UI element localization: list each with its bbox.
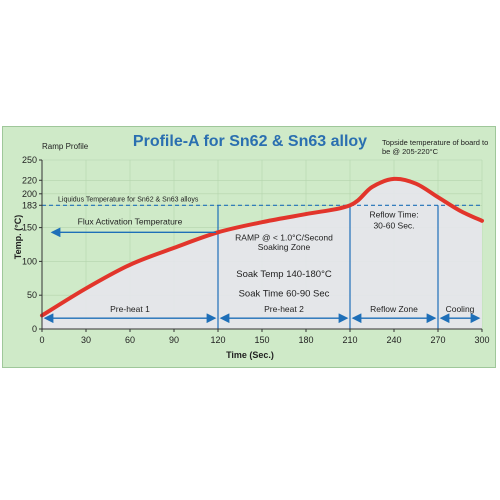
x-tick-label: 270	[430, 335, 445, 345]
soak-temp-label: Soak Temp 140-180°C	[236, 269, 332, 280]
ramp-profile-label: Ramp Profile	[42, 142, 89, 151]
y-tick-label: 183	[22, 200, 37, 210]
x-tick-label: 180	[298, 335, 313, 345]
y-tick-label: 50	[27, 290, 37, 300]
curve-area	[42, 178, 482, 329]
x-tick-label: 90	[169, 335, 179, 345]
x-axis-label: Time (Sec.)	[226, 350, 274, 360]
ramp-label: RAMP @ < 1.0°C/Second	[235, 232, 333, 242]
x-tick-label: 30	[81, 335, 91, 345]
reflow-time-label: Reflow Time:	[369, 209, 418, 219]
flux-label: Flux Activation Temperature	[78, 216, 183, 226]
y-tick-label: 220	[22, 175, 37, 185]
reflow-duration-label: 30-60 Sec.	[373, 220, 414, 230]
soak-time-label: Soak Time 60-90 Sec	[239, 289, 330, 300]
y-tick-label: 150	[22, 223, 37, 233]
liquidus-label: Liquidus Temperature for Sn62 & Sn63 all…	[58, 196, 199, 203]
x-tick-label: 60	[125, 335, 135, 345]
y-tick-label: 250	[22, 155, 37, 165]
zone-label: Reflow Zone	[370, 304, 418, 314]
zone-label: Pre-heat 2	[264, 304, 304, 314]
zone-label: Cooling	[446, 304, 475, 314]
x-tick-label: 210	[342, 335, 357, 345]
zone-label: Pre-heat 1	[110, 304, 150, 314]
x-tick-label: 240	[386, 335, 401, 345]
y-tick-label: 0	[32, 324, 37, 334]
x-tick-label: 150	[254, 335, 269, 345]
y-tick-label: 100	[22, 256, 37, 266]
soaking-zone-label: Soaking Zone	[258, 242, 311, 252]
series-line	[40, 176, 484, 318]
x-tick-label: 120	[210, 335, 225, 345]
chart-title: Profile-A for Sn62 & Sn63 alloy	[132, 133, 368, 150]
y-tick-label: 200	[22, 189, 37, 199]
topside-temp-note: Topside temperature of board to be @ 205…	[382, 138, 489, 156]
x-tick-label: 0	[39, 335, 44, 345]
x-tick-label: 300	[474, 335, 489, 345]
